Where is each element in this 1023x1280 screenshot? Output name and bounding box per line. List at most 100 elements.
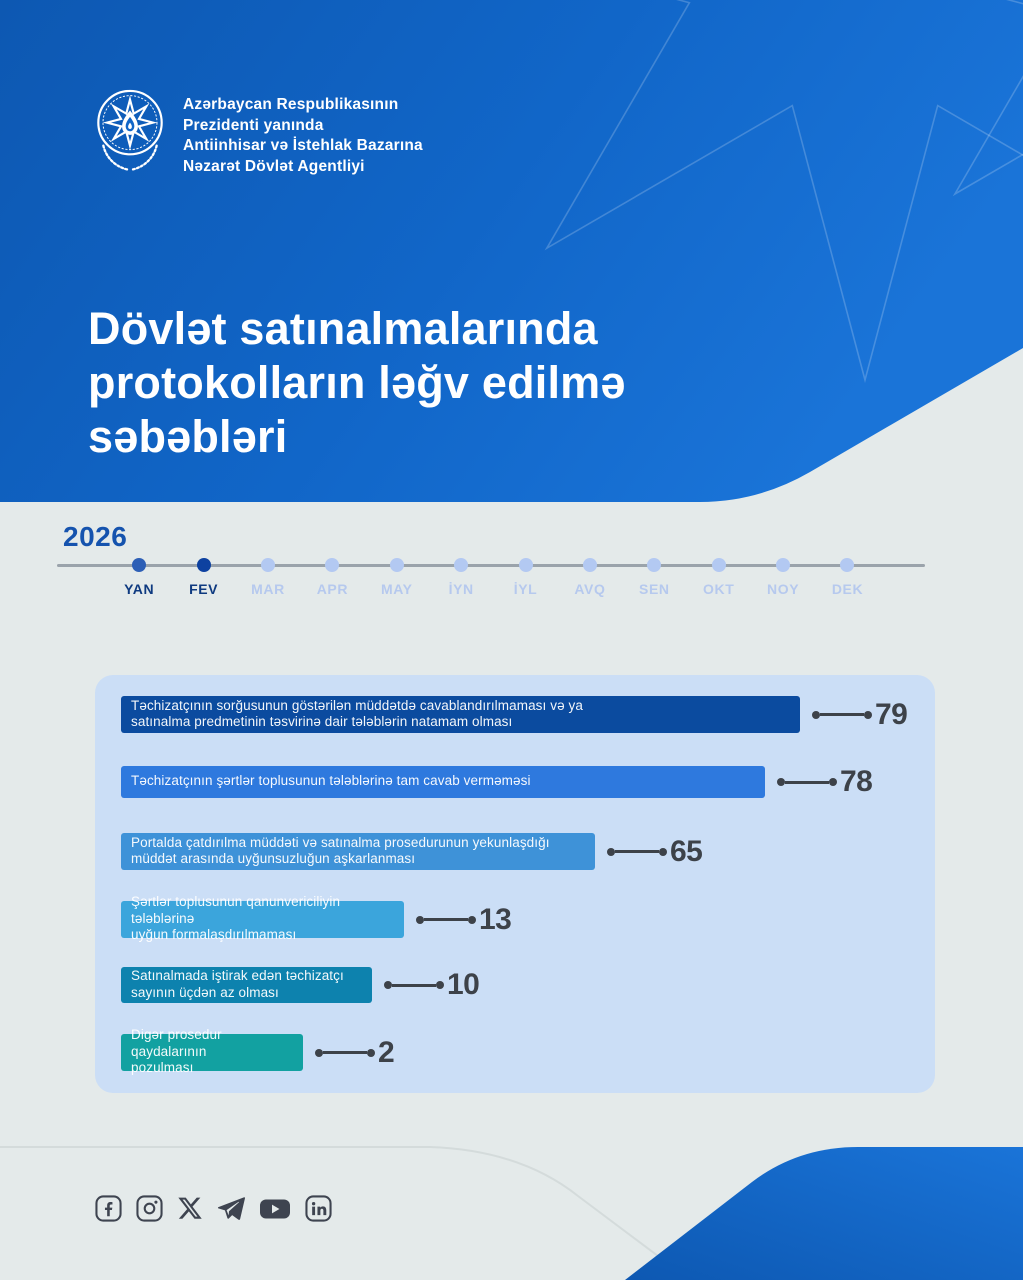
timeline-month-yan: YAN xyxy=(107,558,171,597)
connector-line xyxy=(785,780,829,784)
timeline-month-fev: FEV xyxy=(171,558,235,597)
chart-row: Təchizatçının şərtlər toplusunun tələblə… xyxy=(121,765,873,799)
bar-value: 79 xyxy=(875,697,908,731)
page-title: Dövlət satınalmalarında protokolların lə… xyxy=(88,302,626,464)
title-line: protokolların ləğv edilmə xyxy=(88,357,626,408)
bar-chart-panel: Təchizatçının sorğusunun göstərilən müdd… xyxy=(95,675,935,1093)
connector-dot xyxy=(416,915,424,924)
instagram-icon[interactable] xyxy=(136,1195,163,1222)
timeline-month-avq: AVQ xyxy=(558,558,622,597)
brand-block: Azərbaycan Respublikasının Prezidenti ya… xyxy=(94,88,423,177)
bar-label: Təchizatçının sorğusunun göstərilən müdd… xyxy=(131,697,583,713)
header-shape xyxy=(0,0,1023,502)
chart-row: Digər prosedur qaydalarının pozulması 2 xyxy=(121,1027,395,1075)
connector-dot xyxy=(812,710,820,719)
footer-blue-wedge xyxy=(625,1147,1023,1280)
agency-line: Nəzarət Dövlət Agentliyi xyxy=(183,157,365,175)
timeline-month-noy: NOY xyxy=(751,558,815,597)
timeline-month-iyl: İYL xyxy=(493,558,557,597)
bar-value: 13 xyxy=(479,902,512,936)
agency-name: Azərbaycan Respublikasının Prezidenti ya… xyxy=(183,88,423,177)
bar-label: müddət arasında uyğunsuzluğun aşkarlanma… xyxy=(131,851,416,866)
connector-dot xyxy=(607,847,615,856)
bar-segment: Şərtlər toplusunun qanunvericiliyin tələ… xyxy=(121,894,404,942)
timeline-month-may: MAY xyxy=(365,558,429,597)
title-line: səbəbləri xyxy=(88,411,288,462)
bar-label: uyğun formalaşdırılmaması xyxy=(131,927,297,943)
bar-value: 2 xyxy=(378,1035,395,1069)
value-connector xyxy=(315,1048,375,1057)
chart-row: Şərtlər toplusunun qanunvericiliyin tələ… xyxy=(121,894,512,942)
bar-label: Təchizatçının şərtlər toplusunun tələblə… xyxy=(131,773,531,789)
timeline-month-sen: SEN xyxy=(622,558,686,597)
connector-dot xyxy=(659,847,667,856)
chart-row: Portalda çatdırılma müddəti və satınalma… xyxy=(121,833,703,870)
bar-label: pozulması xyxy=(131,1060,194,1076)
timeline-month-iyn: İYN xyxy=(429,558,493,597)
value-connector xyxy=(812,710,872,719)
bar-label: Şərtlər toplusunun qanunvericiliyin tələ… xyxy=(131,894,341,926)
telegram-icon[interactable] xyxy=(217,1196,245,1222)
timeline-month-dek: DEK xyxy=(815,558,879,597)
connector-line xyxy=(323,1051,367,1054)
timeline-months: YAN FEV MAR APR MAY İYN İYL AVQ xyxy=(107,558,880,597)
connector-dot xyxy=(384,981,392,989)
bar-segment: Portalda çatdırılma müddəti və satınalma… xyxy=(121,833,595,870)
connector-line xyxy=(392,983,436,987)
youtube-icon[interactable] xyxy=(259,1196,291,1222)
timeline-dot xyxy=(582,558,597,572)
bar-value: 65 xyxy=(670,834,703,868)
bar-label: Digər prosedur qaydalarının xyxy=(131,1027,222,1059)
bar-segment: Digər prosedur qaydalarının pozulması xyxy=(121,1027,303,1075)
linkedin-icon[interactable] xyxy=(305,1195,332,1222)
timeline-dot xyxy=(840,558,855,572)
bar-label: Satınalmada iştirak edən təchizatçı xyxy=(131,968,344,983)
bar-segment: Təchizatçının sorğusunun göstərilən müdd… xyxy=(121,696,800,733)
timeline-year: 2026 xyxy=(63,521,128,552)
timeline-dot xyxy=(647,558,662,572)
timeline-dot xyxy=(389,558,404,572)
timeline-track xyxy=(57,564,925,567)
timeline-dot xyxy=(711,558,726,572)
footer-outline-shape xyxy=(0,1146,691,1280)
timeline-dot xyxy=(132,558,147,572)
connector-dot xyxy=(436,981,444,989)
timeline-dot xyxy=(454,558,469,572)
connector-dot xyxy=(864,710,872,719)
connector-line xyxy=(424,918,468,921)
timeline-dot xyxy=(196,558,211,572)
connector-line xyxy=(615,850,659,853)
connector-dot xyxy=(468,915,476,924)
value-connector xyxy=(384,981,444,989)
bar-label: satınalma predmetinin təsvirinə dair təl… xyxy=(131,714,513,729)
agency-emblem-icon xyxy=(97,89,163,171)
connector-line xyxy=(820,713,864,716)
agency-line: Prezidenti yanında xyxy=(183,116,324,134)
timeline-dot xyxy=(325,558,340,572)
agency-line: Azərbaycan Respublikasının xyxy=(183,96,399,113)
agency-line: Antiinhisar və İstehlak Bazarına xyxy=(183,137,423,154)
connector-dot xyxy=(367,1048,375,1057)
title-line: Dövlət satınalmalarında xyxy=(88,303,598,354)
value-connector xyxy=(777,778,837,786)
bar-label: sayının üçdən az olması xyxy=(131,984,279,1000)
value-connector xyxy=(607,847,667,856)
footer-decoration xyxy=(0,1146,1023,1280)
star-outline-decoration xyxy=(411,0,1023,384)
bar-segment: Təchizatçının şərtlər toplusunun tələblə… xyxy=(121,766,765,798)
timeline-dot xyxy=(260,558,275,572)
bar-segment: Satınalmada iştirak edən təchizatçı sayı… xyxy=(121,967,372,1003)
connector-dot xyxy=(777,778,785,786)
chart-row: Satınalmada iştirak edən təchizatçı sayı… xyxy=(121,967,480,1003)
facebook-icon[interactable] xyxy=(95,1195,122,1222)
social-links xyxy=(95,1195,332,1222)
header-background xyxy=(0,0,1023,502)
bar-value: 78 xyxy=(840,765,873,798)
bar-label: Portalda çatdırılma müddəti və satınalma… xyxy=(131,834,550,850)
x-twitter-icon[interactable] xyxy=(177,1196,203,1222)
connector-dot xyxy=(315,1048,323,1057)
value-connector xyxy=(416,915,476,924)
connector-dot xyxy=(829,778,837,786)
timeline-dot xyxy=(518,558,533,572)
